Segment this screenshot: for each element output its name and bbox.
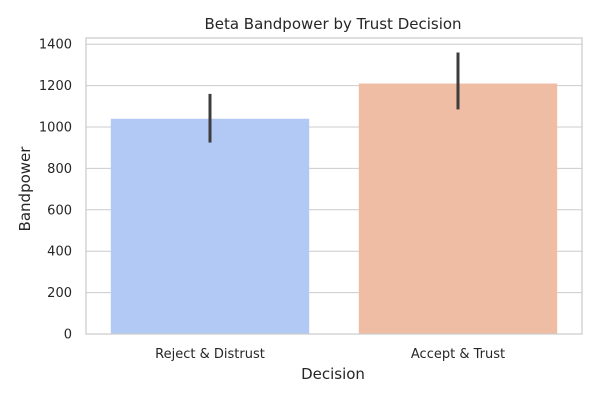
y-tick-label: 1000 <box>39 121 72 136</box>
bars <box>110 83 558 335</box>
y-axis-label: Bandpower <box>16 146 34 232</box>
y-tick-label: 0 <box>64 328 72 343</box>
plot-frame <box>85 37 583 335</box>
error-bars <box>208 52 460 143</box>
y-tick-label: 600 <box>47 203 72 218</box>
y-tick-label: 1400 <box>39 38 72 53</box>
bar <box>358 83 558 335</box>
x-tick-label: Accept & Trust <box>411 347 505 362</box>
y-tick-label: 800 <box>47 162 72 177</box>
bar <box>110 118 310 335</box>
x-axis-label: Decision <box>301 365 365 383</box>
y-tick-labels: 0 200 400 600 800 1000 1200 1400 <box>39 38 72 343</box>
chart-title: Beta Bandpower by Trust Decision <box>204 15 461 33</box>
y-tick-label: 400 <box>47 245 72 260</box>
x-tick-label: Reject & Distrust <box>155 347 265 362</box>
x-tick-labels: Reject & Distrust Accept & Trust <box>155 347 505 362</box>
y-tick-label: 200 <box>47 286 72 301</box>
y-tick-label: 1200 <box>39 79 72 94</box>
